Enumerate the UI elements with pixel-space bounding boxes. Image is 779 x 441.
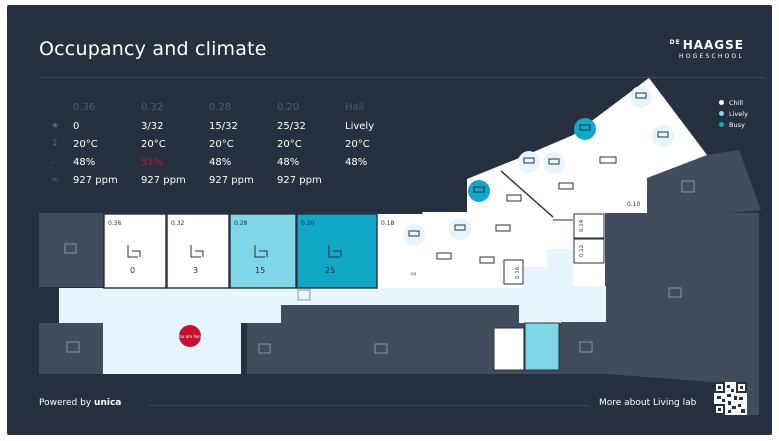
school-logo: DE HAAGSE HOGESCHOOL	[670, 38, 744, 60]
room-032-name: 0.32	[171, 220, 185, 227]
stats-cell: 20°C	[209, 138, 234, 150]
co2-label: co	[411, 272, 416, 277]
inactive-room-icons	[64, 180, 695, 354]
occupancy-row: ★ 0 3/32 15/32 25/32 Lively	[51, 117, 413, 135]
stats-cell: 20°C	[345, 138, 370, 150]
desk-icon	[374, 343, 388, 354]
thermometer-icon: ↧	[51, 139, 59, 149]
room-028-count: 15	[255, 266, 265, 275]
humidity-row: ∴ 48% 51% 48% 48% 48%	[51, 153, 413, 171]
room-012-name: 0.12	[579, 245, 585, 257]
legend-item-lively: Lively	[719, 108, 748, 119]
stats-cell: 3/32	[141, 120, 164, 132]
co2-row: ∞ 927 ppm 927 ppm 927 ppm 927 ppm	[51, 171, 413, 189]
monitor-icon	[258, 343, 271, 354]
room-018-name: 0.18	[381, 220, 395, 227]
chair-icon	[254, 245, 268, 258]
occupancy-legend: Chill Lively Busy	[719, 97, 748, 130]
qr-code[interactable]	[714, 382, 747, 415]
stats-cell: 927 ppm	[209, 174, 254, 186]
monitor-icon	[66, 341, 80, 353]
stats-col-header: 0.20	[277, 101, 300, 113]
humidity-icon: ∴	[51, 157, 57, 167]
stats-cell: 15/32	[209, 120, 238, 132]
room-020-count: 25	[325, 266, 335, 275]
more-about-link[interactable]: More about Living lab	[599, 398, 697, 408]
room-014[interactable]	[573, 213, 605, 239]
kiosk-screen: Occupancy and climate DE HAAGSE HOGESCHOO…	[7, 5, 772, 435]
locker-icon	[681, 180, 695, 193]
room-036-name: 0.36	[108, 220, 122, 227]
stats-cell: 48%	[277, 156, 300, 168]
stats-cell: 48%	[209, 156, 232, 168]
stats-cell: 927 ppm	[73, 174, 118, 186]
chair-icon	[190, 245, 204, 258]
logo-bottom: HOGESCHOOL	[679, 53, 744, 60]
logo-prefix: DE	[669, 39, 681, 46]
legend-item-chill: Chill	[719, 97, 748, 108]
desk-icon	[668, 287, 682, 298]
person-icon: ★	[51, 121, 60, 131]
you-are-here-marker	[179, 325, 201, 347]
room-014-name: 0.14	[579, 219, 585, 232]
room-036-count: 0	[130, 266, 135, 275]
legend-dot	[719, 111, 724, 116]
room-028-name: 0.28	[234, 220, 248, 227]
monitor-icon	[579, 341, 593, 353]
footer-divider	[149, 405, 589, 406]
stats-cell: 0	[73, 120, 80, 132]
stats-header-row: 0.36 0.32 0.28 0.20 Hall	[51, 97, 413, 117]
climate-stats-table: 0.36 0.32 0.28 0.20 Hall ★ 0 3/32 15/32 …	[51, 97, 413, 189]
unica-brand: unica	[94, 398, 122, 408]
room-010-name: 0.10	[627, 201, 641, 208]
room-toilet-2	[524, 322, 560, 371]
co2-icon: ∞	[51, 175, 59, 185]
stats-cell: 20°C	[141, 138, 166, 150]
stats-col-header: 0.36	[73, 101, 96, 113]
monitor-icon	[297, 289, 311, 301]
stats-cell: 25/32	[277, 120, 306, 132]
hall-desks	[403, 86, 674, 264]
legend-dot	[719, 100, 724, 105]
logo-top: HAAGSE	[682, 38, 744, 52]
classroom-icon	[64, 243, 77, 254]
room-032-count: 3	[193, 266, 198, 275]
chair-icons	[127, 245, 342, 258]
stats-cell: 48%	[73, 156, 96, 168]
inactive-areas	[39, 150, 761, 415]
room-toilet-1	[493, 327, 525, 371]
floor-plan: You are here 0.36 0 0.32 3 0.28 15 0.20 …	[39, 78, 761, 415]
chair-icon	[328, 245, 342, 258]
room-016-name: 0.16	[515, 266, 521, 279]
stats-cell: 20°C	[73, 138, 98, 150]
powered-by: Powered by unica	[39, 398, 122, 408]
stats-cell: 927 ppm	[141, 174, 186, 186]
stats-col-header: Hall	[345, 101, 365, 113]
you-are-here-label: You are here	[177, 334, 203, 339]
legend-item-busy: Busy	[719, 119, 748, 130]
stats-cell: 20°C	[277, 138, 302, 150]
header-divider	[39, 77, 765, 78]
stats-col-header: 0.32	[141, 101, 164, 113]
room-012[interactable]	[573, 238, 605, 264]
stats-cell: 48%	[345, 156, 368, 168]
stats-cell-warning: 51%	[141, 156, 164, 168]
room-016[interactable]	[503, 259, 524, 285]
stats-cell: 927 ppm	[277, 174, 322, 186]
chair-icon	[127, 245, 141, 258]
page-title: Occupancy and climate	[39, 38, 267, 60]
stats-cell: Lively	[345, 120, 375, 132]
legend-dot	[719, 122, 724, 127]
stats-col-header: 0.28	[209, 101, 232, 113]
room-020-name: 0.20	[301, 220, 315, 227]
temperature-row: ↧ 20°C 20°C 20°C 20°C 20°C	[51, 135, 413, 153]
